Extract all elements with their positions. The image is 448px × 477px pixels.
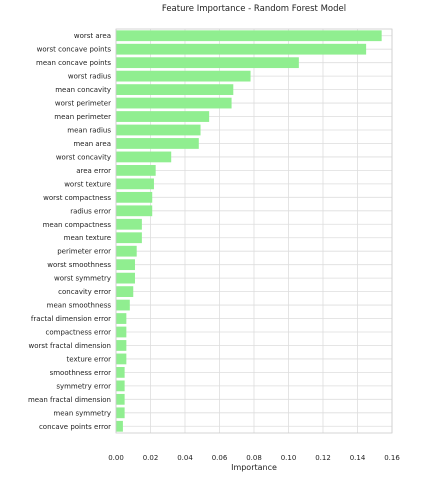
- bars: [116, 30, 382, 432]
- bar-fractal-dimension-error: [116, 313, 127, 324]
- bar-mean-concavity: [116, 84, 234, 95]
- y-tick-label: worst concavity: [56, 153, 111, 161]
- y-tick-label: radius error: [70, 207, 111, 215]
- x-tick-label: 0.12: [315, 454, 331, 462]
- y-tick-label: worst smoothness: [47, 261, 111, 269]
- bar-worst-concave-points: [116, 43, 367, 55]
- y-tick-label: worst area: [74, 32, 111, 40]
- x-axis-title: Importance: [231, 463, 277, 472]
- bar-mean-perimeter: [116, 111, 210, 122]
- plot-frame: [115, 28, 393, 434]
- x-tick-label: 0.14: [350, 454, 366, 462]
- bar-mean-concave-points: [116, 57, 299, 69]
- y-tick-label: mean concavity: [55, 86, 111, 94]
- bar-smoothness-error: [116, 367, 125, 378]
- bar-mean-compactness: [116, 218, 142, 230]
- y-tick-label: mean area: [73, 140, 111, 148]
- x-tick-label: 0.04: [177, 454, 193, 462]
- y-tick-label: worst fractal dimension: [29, 342, 111, 350]
- y-tick-label: mean concave points: [36, 59, 111, 67]
- y-tick-label: area error: [76, 167, 111, 175]
- y-tick-label: mean perimeter: [54, 113, 111, 121]
- bar-concave-points-error: [116, 420, 123, 432]
- bar-mean-smoothness: [116, 299, 130, 311]
- bar-mean-fractal-dimension: [116, 393, 125, 405]
- bar-worst-perimeter: [116, 97, 232, 109]
- x-tick-label: 0.02: [143, 454, 159, 462]
- y-tick-label: perimeter error: [57, 248, 111, 256]
- bar-worst-radius: [116, 70, 251, 82]
- bar-mean-symmetry: [116, 407, 125, 419]
- bar-worst-area: [116, 30, 382, 42]
- bar-worst-compactness: [116, 191, 153, 203]
- bar-worst-texture: [116, 178, 154, 190]
- bar-compactness-error: [116, 326, 127, 338]
- y-tick-labels: worst area worst concave points mean conca…: [28, 32, 111, 431]
- x-tick-label: 0.10: [281, 454, 297, 462]
- y-tick-label: mean symmetry: [53, 409, 111, 417]
- bar-concavity-error: [116, 286, 134, 297]
- y-tick-label: mean compactness: [43, 221, 112, 229]
- y-tick-label: smoothness error: [50, 369, 112, 377]
- y-tick-label: worst radius: [68, 73, 111, 81]
- bar-worst-symmetry: [116, 272, 135, 284]
- bar-mean-texture: [116, 232, 142, 244]
- y-tick-label: worst compactness: [43, 194, 111, 202]
- y-tick-label: mean texture: [64, 234, 111, 242]
- y-tick-label: fractal dimension error: [31, 315, 111, 323]
- bar-worst-concavity: [116, 151, 172, 163]
- y-tick-label: symmetry error: [56, 382, 111, 390]
- y-tick-label: texture error: [67, 355, 112, 363]
- x-tick-labels: 0.00 0.02 0.04 0.06 0.08 0.10 0.12 0.14 0.16: [108, 454, 400, 462]
- y-tick-label: mean smoothness: [47, 302, 112, 310]
- x-tick-label: 0.06: [212, 454, 228, 462]
- x-tick-label: 0.00: [108, 454, 124, 462]
- bar-symmetry-error: [116, 380, 125, 392]
- y-tick-label: compactness error: [46, 329, 112, 337]
- bar-area-error: [116, 165, 156, 176]
- bar-worst-smoothness: [116, 259, 135, 271]
- x-tick-label: 0.16: [384, 454, 400, 462]
- y-tick-label: worst perimeter: [55, 100, 111, 108]
- bar-perimeter-error: [116, 245, 137, 257]
- y-tick-label: concavity error: [58, 288, 111, 296]
- bar-texture-error: [116, 353, 127, 365]
- chart-title: Feature Importance - Random Forest Model: [162, 4, 346, 14]
- y-tick-label: mean fractal dimension: [28, 396, 111, 404]
- y-tick-label: concave points error: [39, 423, 111, 431]
- x-tick-label: 0.08: [246, 454, 262, 462]
- bar-mean-area: [116, 138, 199, 149]
- y-tick-label: worst concave points: [37, 46, 112, 54]
- y-tick-label: worst texture: [64, 180, 111, 188]
- bar-mean-radius: [116, 124, 201, 136]
- y-tick-label: worst symmetry: [54, 275, 111, 283]
- bar-worst-fractal-dimension: [116, 340, 127, 351]
- y-tick-label: mean radius: [67, 127, 111, 135]
- bar-radius-error: [116, 205, 153, 217]
